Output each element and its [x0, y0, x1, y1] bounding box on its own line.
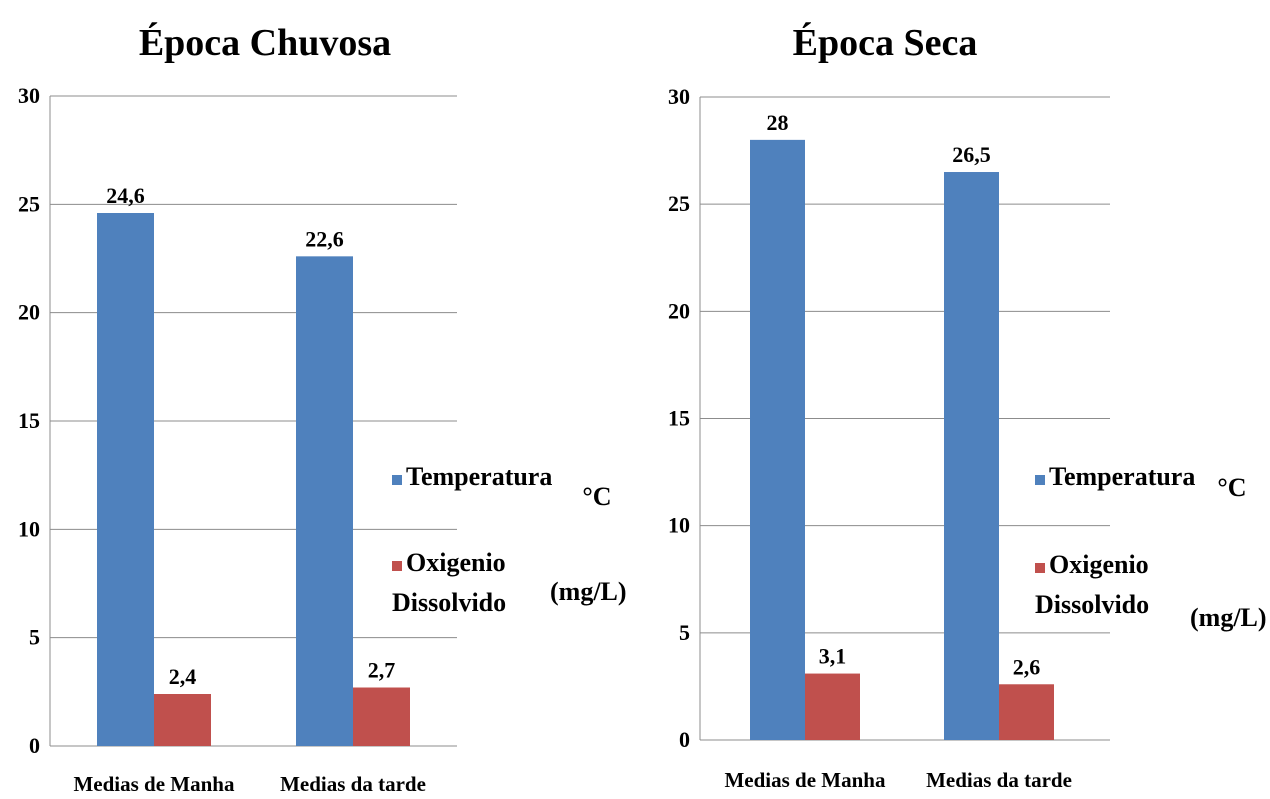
x-tick-label: Medias de Manha: [73, 772, 235, 796]
x-tick-label: Medias da tarde: [280, 772, 426, 796]
y-tick-label: 15: [668, 406, 690, 431]
y-tick-label: 5: [679, 620, 690, 645]
legend-swatch-temperatura: [1035, 475, 1045, 485]
unit-label-oxigenio: (mg/L): [550, 577, 627, 606]
unit-label-temperatura: °C: [582, 482, 611, 511]
data-label: 26,5: [952, 142, 991, 167]
y-tick-label: 30: [18, 83, 40, 108]
legend-label-temperatura: Temperatura: [406, 462, 552, 491]
data-label: 2,6: [1013, 654, 1041, 679]
unit-label-temperatura: °C: [1217, 473, 1246, 502]
bar-oxigenio: [999, 684, 1054, 740]
bar-oxigenio: [805, 673, 860, 740]
x-tick-label: Medias da tarde: [926, 768, 1072, 792]
y-tick-label: 25: [668, 191, 690, 216]
y-tick-label: 20: [18, 300, 40, 325]
x-tick-label: Medias de Manha: [724, 768, 886, 792]
data-label: 2,4: [169, 664, 197, 689]
legend-label-oxigenio: Oxigenio Dissolvido: [1035, 550, 1149, 619]
data-label: 2,7: [368, 658, 396, 683]
bar-temperatura: [750, 139, 805, 740]
bar-temperatura: [296, 256, 353, 746]
legend-label-temperatura: Temperatura: [1049, 462, 1195, 491]
chart-title: Época Chuvosa: [139, 22, 391, 64]
data-label: 24,6: [106, 183, 145, 208]
legend-swatch-temperatura: [392, 475, 402, 485]
chart-1: Época Chuvosa 0 5 10 15 20 25 30 24,6 2,4 Medias d…: [18, 22, 627, 796]
y-tick-label: 10: [18, 516, 40, 541]
y-tick-label: 25: [18, 191, 40, 216]
unit-label-oxigenio: (mg/L): [1190, 603, 1267, 632]
y-tick-label: 15: [18, 408, 40, 433]
legend-swatch-oxigenio: [1035, 563, 1045, 573]
data-label: 3,1: [819, 644, 847, 669]
y-tick-label: 0: [679, 727, 690, 752]
chart-title: Época Seca: [793, 22, 978, 64]
y-tick-label: 20: [668, 298, 690, 323]
legend-swatch-oxigenio: [392, 561, 402, 571]
y-tick-label: 5: [29, 625, 40, 650]
data-label: 22,6: [305, 226, 344, 251]
bar-temperatura: [944, 172, 999, 740]
bar-temperatura: [97, 213, 154, 746]
data-label: 28: [767, 110, 789, 135]
bar-oxigenio: [154, 694, 211, 746]
bar-oxigenio: [353, 687, 410, 746]
y-tick-label: 0: [29, 733, 40, 758]
y-tick-label: 30: [668, 84, 690, 109]
legend-label-oxigenio: Oxigenio Dissolvido: [392, 548, 506, 617]
chart-2: Época Seca 0 5 10 15 20 25 30 28 3,1 Medias de Man…: [668, 22, 1267, 792]
y-tick-label: 10: [668, 513, 690, 538]
